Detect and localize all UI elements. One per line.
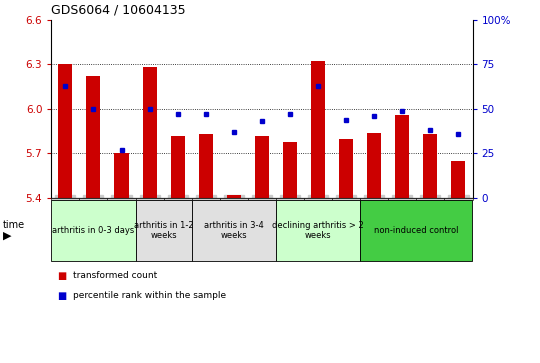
Bar bbox=[255, 135, 269, 198]
Bar bbox=[283, 142, 297, 198]
Text: GDS6064 / 10604135: GDS6064 / 10604135 bbox=[51, 3, 186, 16]
Text: non-induced control: non-induced control bbox=[374, 226, 458, 235]
Bar bbox=[227, 195, 241, 198]
Bar bbox=[423, 134, 437, 198]
Bar bbox=[339, 139, 353, 198]
Text: arthritis in 0-3 days: arthritis in 0-3 days bbox=[52, 226, 134, 235]
Text: arthritis in 1-2
weeks: arthritis in 1-2 weeks bbox=[134, 221, 193, 240]
Bar bbox=[143, 68, 157, 198]
Text: ■: ■ bbox=[57, 291, 66, 301]
Bar bbox=[171, 135, 185, 198]
Bar bbox=[199, 134, 213, 198]
Text: arthritis in 3-4
weeks: arthritis in 3-4 weeks bbox=[204, 221, 264, 240]
Bar bbox=[86, 76, 100, 198]
Bar bbox=[395, 115, 409, 198]
Bar bbox=[58, 64, 72, 198]
Text: percentile rank within the sample: percentile rank within the sample bbox=[73, 291, 226, 300]
Bar bbox=[451, 161, 465, 198]
Text: ▶: ▶ bbox=[3, 231, 11, 241]
Text: declining arthritis > 2
weeks: declining arthritis > 2 weeks bbox=[272, 221, 364, 240]
Text: ■: ■ bbox=[57, 271, 66, 281]
Text: transformed count: transformed count bbox=[73, 272, 157, 280]
Text: time: time bbox=[3, 220, 25, 230]
Bar bbox=[311, 61, 325, 198]
Bar bbox=[367, 132, 381, 198]
Bar bbox=[114, 153, 129, 198]
